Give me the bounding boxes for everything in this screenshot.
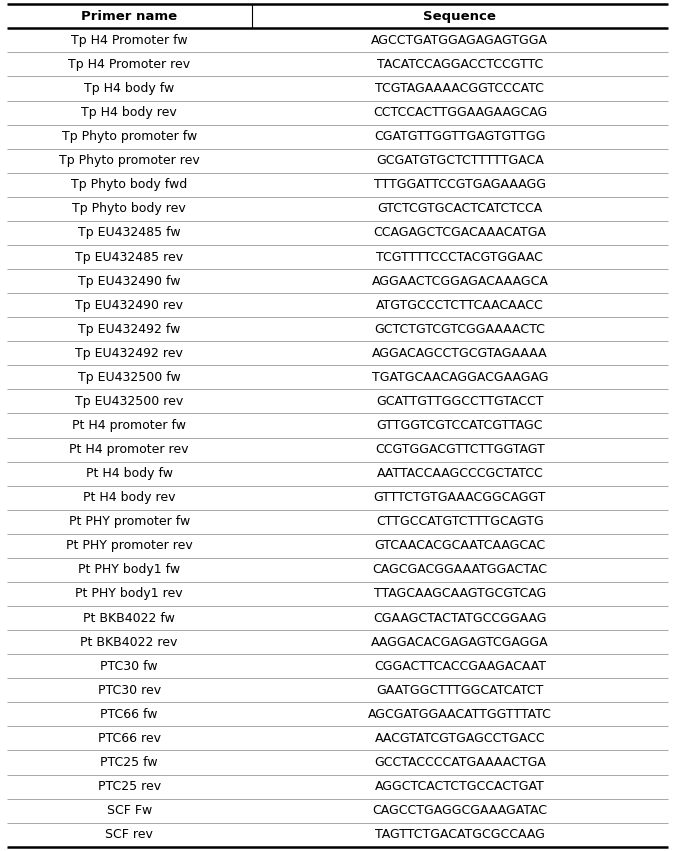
Text: AGGAACTCGGAGACAAAGCA: AGGAACTCGGAGACAAAGCA [371, 275, 548, 288]
Text: CAGCGACGGAAATGGACTAC: CAGCGACGGAAATGGACTAC [373, 563, 547, 576]
Text: AGCGATGGAACATTGGTTTATC: AGCGATGGAACATTGGTTTATC [368, 708, 552, 721]
Text: Tp H4 Promoter fw: Tp H4 Promoter fw [71, 34, 188, 47]
Text: Tp EU432490 fw: Tp EU432490 fw [78, 275, 180, 288]
Text: CCAGAGCTCGACAAACATGA: CCAGAGCTCGACAAACATGA [373, 226, 546, 239]
Text: CTTGCCATGTCTTTGCAGTG: CTTGCCATGTCTTTGCAGTG [376, 516, 544, 528]
Text: ATGTGCCCTCTTCAACAACC: ATGTGCCCTCTTCAACAACC [376, 299, 544, 311]
Text: PTC66 rev: PTC66 rev [98, 732, 161, 745]
Text: Pt H4 promoter rev: Pt H4 promoter rev [70, 443, 189, 456]
Text: Tp EU432492 fw: Tp EU432492 fw [78, 323, 180, 335]
Text: TAGTTCTGACATGCGCCAAG: TAGTTCTGACATGCGCCAAG [375, 828, 545, 841]
Text: Tp Phyto body fwd: Tp Phyto body fwd [71, 179, 187, 191]
Text: AGGCTCACTCTGCCACTGAT: AGGCTCACTCTGCCACTGAT [375, 780, 545, 793]
Text: Tp Phyto body rev: Tp Phyto body rev [72, 203, 186, 215]
Text: CGGACTTCACCGAAGACAAT: CGGACTTCACCGAAGACAAT [374, 660, 546, 672]
Text: Pt H4 body rev: Pt H4 body rev [83, 491, 176, 504]
Text: TTTGGATTCCGTGAGAAAGG: TTTGGATTCCGTGAGAAAGG [374, 179, 546, 191]
Text: Tp H4 Promoter rev: Tp H4 Promoter rev [68, 58, 190, 71]
Text: Tp Phyto promoter rev: Tp Phyto promoter rev [59, 154, 200, 167]
Text: GTTTCTGTGAAACGGCAGGT: GTTTCTGTGAAACGGCAGGT [374, 491, 546, 504]
Text: Pt PHY body1 rev: Pt PHY body1 rev [76, 587, 183, 601]
Text: Tp EU432485 rev: Tp EU432485 rev [75, 250, 183, 264]
Text: AAGGACACGAGAGTCGAGGA: AAGGACACGAGAGTCGAGGA [371, 636, 549, 648]
Text: TACATCCAGGACCTCCGTTC: TACATCCAGGACCTCCGTTC [377, 58, 543, 71]
Text: SCF Fw: SCF Fw [107, 804, 152, 817]
Text: GCGATGTGCTCTTTTTGACA: GCGATGTGCTCTTTTTGACA [376, 154, 544, 167]
Text: Primer name: Primer name [81, 10, 178, 23]
Text: Tp EU432500 rev: Tp EU432500 rev [75, 395, 183, 408]
Text: GTTGGTCGTCCATCGTTAGC: GTTGGTCGTCCATCGTTAGC [377, 419, 543, 432]
Text: CCGTGGACGTTCTTGGTAGT: CCGTGGACGTTCTTGGTAGT [375, 443, 545, 456]
Text: GCTCTGTCGTCGGAAAACTC: GCTCTGTCGTCGGAAAACTC [375, 323, 545, 335]
Text: CGAAGCTACTATGCCGGAAG: CGAAGCTACTATGCCGGAAG [373, 612, 547, 625]
Text: GTCAACACGCAATCAAGCAC: GTCAACACGCAATCAAGCAC [375, 540, 545, 552]
Text: Tp EU432492 rev: Tp EU432492 rev [75, 347, 183, 360]
Text: Tp EU432500 fw: Tp EU432500 fw [78, 371, 180, 384]
Text: Tp H4 body fw: Tp H4 body fw [84, 82, 174, 95]
Text: Pt PHY promoter rev: Pt PHY promoter rev [65, 540, 192, 552]
Text: PTC66 fw: PTC66 fw [101, 708, 158, 721]
Text: Tp Phyto promoter fw: Tp Phyto promoter fw [61, 130, 196, 143]
Text: Pt H4 promoter fw: Pt H4 promoter fw [72, 419, 186, 432]
Text: GCCTACCCCATGAAAACTGA: GCCTACCCCATGAAAACTGA [374, 756, 546, 769]
Text: AACGTATCGTGAGCCTGACC: AACGTATCGTGAGCCTGACC [375, 732, 545, 745]
Text: Tp H4 body rev: Tp H4 body rev [81, 106, 177, 119]
Text: GAATGGCTTTGGCATCATCT: GAATGGCTTTGGCATCATCT [376, 684, 543, 697]
Text: PTC30 fw: PTC30 fw [101, 660, 158, 672]
Text: CCTCCACTTGGAAGAAGCAG: CCTCCACTTGGAAGAAGCAG [373, 106, 547, 119]
Text: TGATGCAACAGGACGAAGAG: TGATGCAACAGGACGAAGAG [372, 371, 548, 384]
Text: Pt BKB4022 rev: Pt BKB4022 rev [80, 636, 178, 648]
Text: Pt PHY promoter fw: Pt PHY promoter fw [68, 516, 190, 528]
Text: AATTACCAAGCCCGCTATCC: AATTACCAAGCCCGCTATCC [377, 467, 543, 480]
Text: SCF rev: SCF rev [105, 828, 153, 841]
Text: PTC30 rev: PTC30 rev [98, 684, 161, 697]
Text: GTCTCGTGCACTCATCTCCA: GTCTCGTGCACTCATCTCCA [377, 203, 543, 215]
Text: Tp EU432485 fw: Tp EU432485 fw [78, 226, 180, 239]
Text: Tp EU432490 rev: Tp EU432490 rev [75, 299, 183, 311]
Text: PTC25 rev: PTC25 rev [98, 780, 161, 793]
Text: PTC25 fw: PTC25 fw [101, 756, 158, 769]
Text: AGCCTGATGGAGAGAGTGGA: AGCCTGATGGAGAGAGTGGA [371, 34, 548, 47]
Text: CGATGTTGGTTGAGTGTTGG: CGATGTTGGTTGAGTGTTGG [374, 130, 545, 143]
Text: AGGACAGCCTGCGTAGAAAA: AGGACAGCCTGCGTAGAAAA [372, 347, 547, 360]
Text: TTAGCAAGCAAGTGCGTCAG: TTAGCAAGCAAGTGCGTCAG [374, 587, 546, 601]
Text: GCATTGTTGGCCTTGTACCT: GCATTGTTGGCCTTGTACCT [376, 395, 543, 408]
Text: Sequence: Sequence [423, 10, 496, 23]
Text: Pt BKB4022 fw: Pt BKB4022 fw [83, 612, 175, 625]
Text: TCGTTTTCCCTACGTGGAAC: TCGTTTTCCCTACGTGGAAC [377, 250, 543, 264]
Text: Pt PHY body1 fw: Pt PHY body1 fw [78, 563, 180, 576]
Text: Pt H4 body fw: Pt H4 body fw [86, 467, 173, 480]
Text: CAGCCTGAGGCGAAAGATAC: CAGCCTGAGGCGAAAGATAC [373, 804, 547, 817]
Text: TCGTAGAAAACGGTCCCATC: TCGTAGAAAACGGTCCCATC [375, 82, 544, 95]
